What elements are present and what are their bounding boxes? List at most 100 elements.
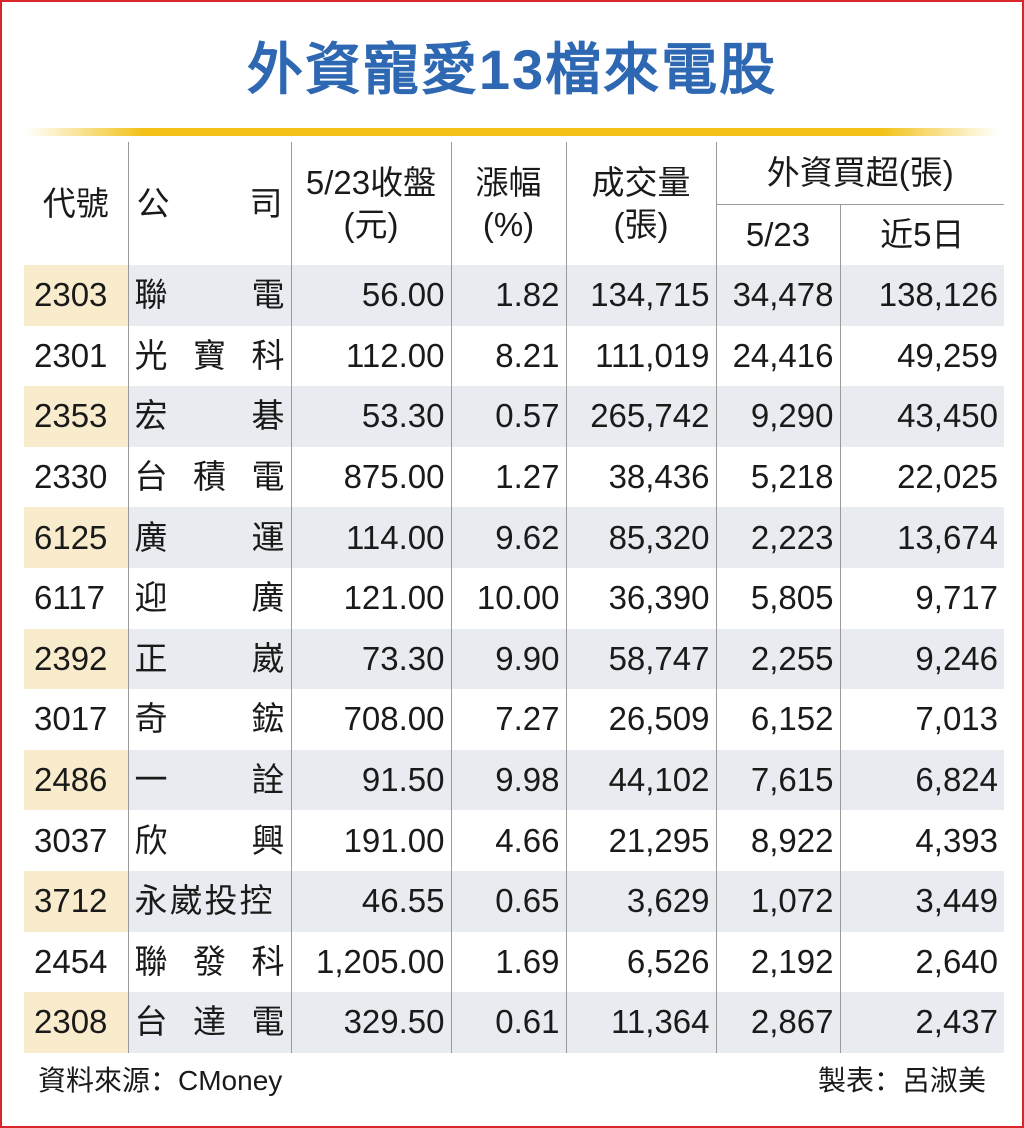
change-percent-cell: 10.00 bbox=[450, 567, 566, 629]
company-name-cell: 台積電 bbox=[127, 446, 291, 508]
stock-code-cell: 2308 bbox=[24, 992, 128, 1053]
change-percent-cell: 8.21 bbox=[450, 325, 566, 387]
header-volume: 成交量 (張) bbox=[565, 142, 716, 265]
company-name-char: 科 bbox=[251, 942, 285, 980]
company-name-char: 科 bbox=[251, 336, 285, 374]
stock-code-cell: 2392 bbox=[24, 628, 128, 690]
change-percent-cell: 1.69 bbox=[450, 931, 566, 993]
table-row: 2392 正崴 73.30 9.90 58,747 2,255 9,246 bbox=[24, 628, 1005, 690]
company-name: 台達電 bbox=[135, 992, 285, 1052]
company-name: 永崴投控 bbox=[135, 871, 285, 931]
company-name-cell: 欣興 bbox=[127, 810, 291, 871]
company-name: 廣運 bbox=[135, 508, 285, 568]
foreign-buy-day-cell: 2,255 bbox=[715, 628, 840, 690]
company-name: 一詮 bbox=[135, 750, 285, 810]
volume-cell: 3,629 bbox=[565, 870, 716, 932]
stock-code-cell: 2454 bbox=[34, 942, 108, 980]
company-name-cell: 宏碁 bbox=[127, 386, 291, 447]
foreign-buy-5day-cell: 43,450 bbox=[839, 386, 1005, 447]
stock-code-cell: 2486 bbox=[24, 749, 128, 811]
company-name-cell: 迎廣 bbox=[127, 567, 291, 629]
volume-cell: 134,715 bbox=[565, 265, 716, 326]
change-percent-cell: 4.66 bbox=[450, 810, 566, 871]
company-name-char: 碁 bbox=[251, 397, 285, 435]
change-percent-cell: 1.82 bbox=[450, 265, 566, 326]
page-title: 外資寵愛13檔來電股 bbox=[246, 38, 778, 101]
close-price-cell: 56.00 bbox=[290, 265, 451, 326]
volume-cell: 38,436 bbox=[565, 446, 716, 508]
header-company-part-b: 司 bbox=[249, 184, 283, 222]
company-name: 聯發科 bbox=[135, 932, 285, 992]
close-price-cell: 191.00 bbox=[290, 810, 451, 871]
foreign-buy-day-cell: 2,192 bbox=[715, 931, 840, 993]
close-price-cell: 875.00 bbox=[290, 446, 451, 508]
foreign-buy-day-cell: 2,223 bbox=[715, 507, 840, 568]
close-price-cell: 91.50 bbox=[290, 749, 451, 811]
volume-cell: 6,526 bbox=[565, 931, 716, 993]
change-percent-cell: 9.98 bbox=[450, 749, 566, 811]
company-name: 台積電 bbox=[135, 447, 285, 507]
company-name: 欣興 bbox=[135, 811, 285, 871]
title-divider bbox=[26, 128, 998, 136]
foreign-buy-5day-cell: 3,449 bbox=[839, 870, 1005, 932]
header-volume-line1: 成交量 bbox=[591, 163, 691, 201]
table-row: 2330 台積電 875.00 1.27 38,436 5,218 22,025 bbox=[24, 446, 1005, 508]
company-name: 光寶科 bbox=[135, 326, 285, 386]
company-name-cell: 台達電 bbox=[127, 992, 291, 1053]
table-row: 2486 一詮 91.50 9.98 44,102 7,615 6,824 bbox=[24, 749, 1005, 811]
company-name-char: 達 bbox=[193, 1003, 226, 1041]
footer: 資料來源：CMoney 製表：呂淑美 bbox=[38, 1059, 986, 1103]
company-name: 奇鋐 bbox=[135, 689, 285, 749]
table-row: 2308 台達電 329.50 0.61 11,364 2,867 2,437 bbox=[24, 992, 1005, 1053]
stock-code-cell: 2330 bbox=[34, 458, 108, 496]
close-price-cell: 73.30 bbox=[290, 628, 451, 690]
company-name-char: 運 bbox=[251, 518, 285, 556]
company-name-cell: 奇鋐 bbox=[127, 689, 291, 750]
company-name-char: 光 bbox=[134, 336, 168, 374]
volume-cell: 85,320 bbox=[565, 507, 716, 568]
company-name: 宏碁 bbox=[135, 386, 285, 446]
company-name-cell: 永崴投控 bbox=[127, 870, 291, 932]
close-price-cell: 114.00 bbox=[290, 507, 451, 568]
company-name-cell: 一詮 bbox=[127, 749, 291, 811]
foreign-buy-5day-cell: 4,393 bbox=[839, 810, 1005, 871]
company-name-char: 積 bbox=[193, 458, 226, 496]
change-percent-cell: 0.65 bbox=[450, 870, 566, 932]
company-name-char: 奇 bbox=[134, 700, 168, 738]
header-volume-line2: (張) bbox=[613, 205, 669, 243]
foreign-buy-day-cell: 6,152 bbox=[715, 689, 840, 750]
volume-cell: 21,295 bbox=[565, 810, 716, 871]
company-name-char: 聯 bbox=[134, 276, 168, 314]
table-row: 6117 迎廣 121.00 10.00 36,390 5,805 9,717 bbox=[24, 567, 1005, 629]
header-company: 公 司 bbox=[127, 142, 291, 265]
foreign-buy-day-cell: 2,867 bbox=[715, 992, 840, 1053]
volume-cell: 58,747 bbox=[565, 628, 716, 690]
header-close-line1: 5/23收盤 bbox=[305, 163, 437, 201]
foreign-buy-5day-cell: 6,824 bbox=[839, 749, 1005, 811]
table-row: 3037 欣興 191.00 4.66 21,295 8,922 4,393 bbox=[24, 810, 1005, 871]
close-price-cell: 112.00 bbox=[290, 325, 451, 387]
company-name-char: 興 bbox=[251, 821, 285, 859]
company-name-char: 寶 bbox=[193, 336, 226, 374]
company-name-char: 宏 bbox=[134, 397, 168, 435]
stock-code-cell: 2303 bbox=[24, 265, 128, 326]
foreign-buy-day-cell: 7,615 bbox=[715, 749, 840, 811]
foreign-buy-day-cell: 8,922 bbox=[715, 810, 840, 871]
table-row: 3017 奇鋐 708.00 7.27 26,509 6,152 7,013 bbox=[24, 689, 1005, 750]
header-foreign-5day: 近5日 bbox=[839, 204, 1005, 265]
credit-note: 製表：呂淑美 bbox=[817, 1065, 986, 1096]
table-row: 2353 宏碁 53.30 0.57 265,742 9,290 43,450 bbox=[24, 386, 1005, 447]
company-name-cell: 正崴 bbox=[127, 628, 291, 690]
close-price-cell: 46.55 bbox=[290, 870, 451, 932]
foreign-buy-5day-cell: 138,126 bbox=[839, 265, 1005, 326]
change-percent-cell: 7.27 bbox=[450, 689, 566, 750]
header-change-line1: 漲幅 bbox=[475, 163, 542, 201]
stock-code-cell: 6117 bbox=[34, 579, 105, 617]
header-change-line2: (%) bbox=[482, 205, 535, 243]
volume-cell: 265,742 bbox=[565, 386, 716, 447]
foreign-buy-day-cell: 9,290 bbox=[715, 386, 840, 447]
foreign-buy-day-cell: 34,478 bbox=[715, 265, 840, 326]
company-name-cell: 聯發科 bbox=[127, 931, 291, 993]
company-name: 聯電 bbox=[135, 265, 285, 325]
table-row: 6125 廣運 114.00 9.62 85,320 2,223 13,674 bbox=[24, 507, 1005, 568]
